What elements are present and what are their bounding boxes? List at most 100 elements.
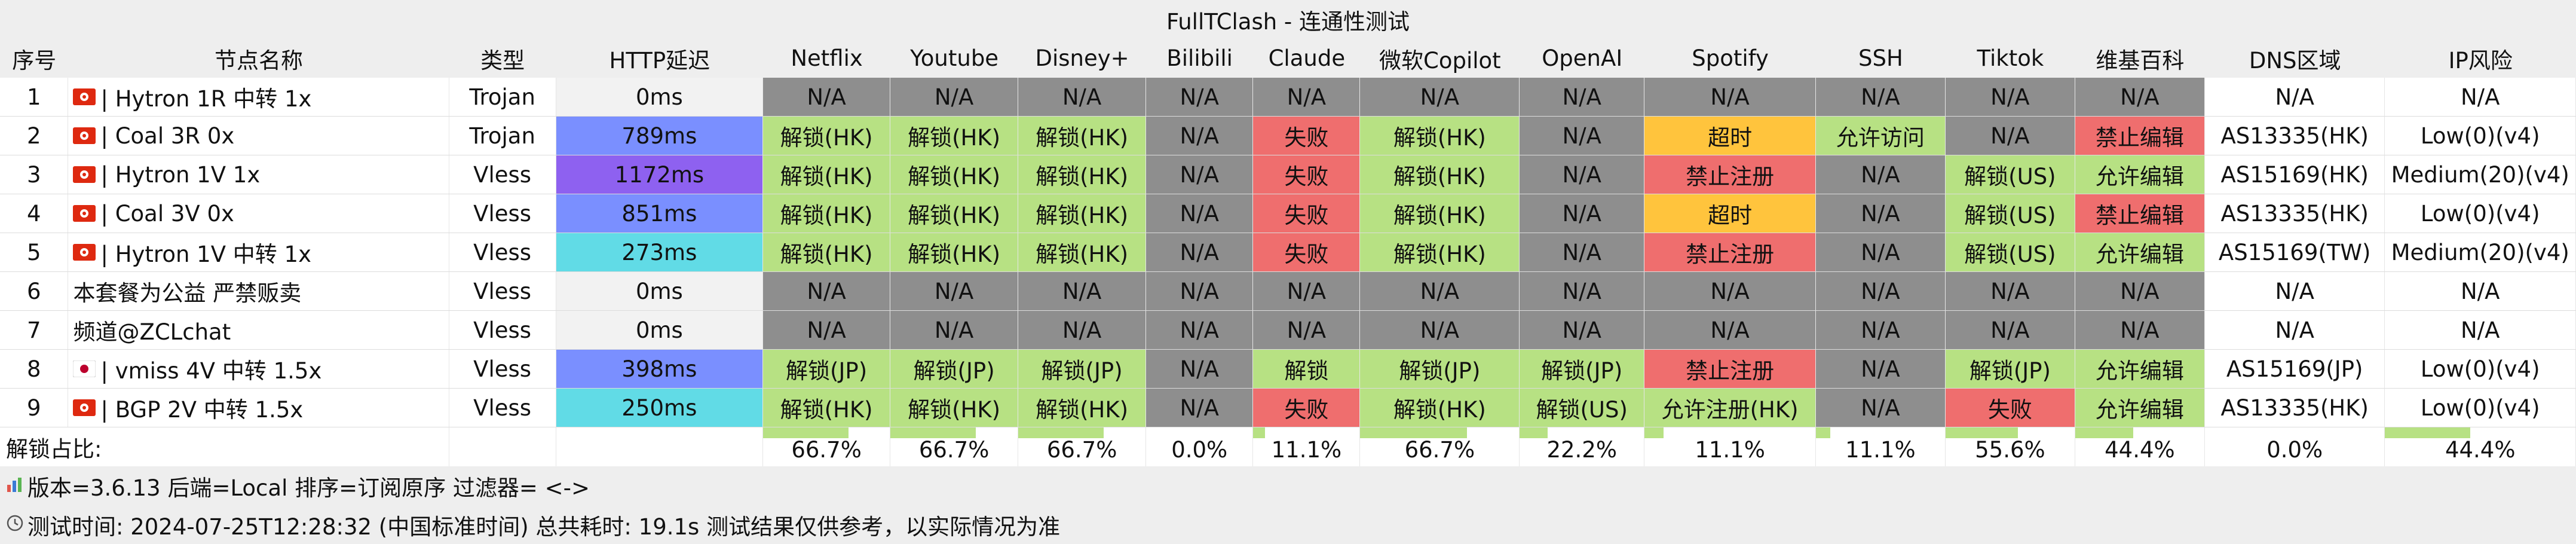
result-cell-col: 允许编辑 bbox=[2075, 155, 2205, 194]
column-header-5: Youtube bbox=[910, 45, 999, 71]
result-cell-ip-text: Medium(20)(v4) bbox=[2391, 239, 2569, 265]
result-cell-tiktok-text: 解锁(US) bbox=[1964, 203, 2056, 228]
row-number-cell-text: 6 bbox=[26, 278, 41, 304]
ratio-bar bbox=[763, 427, 849, 438]
result-cell-dns-text: N/A bbox=[2275, 84, 2314, 110]
http-delay-cell-text: 0ms bbox=[635, 278, 683, 304]
result-cell-bilibili: N/A bbox=[1146, 350, 1254, 388]
result-cell-tiktok: 解锁(US) bbox=[1945, 233, 2075, 271]
result-cell-tiktok: 解锁(US) bbox=[1945, 194, 2075, 233]
ratio-cell-dns: 0.0% bbox=[2205, 427, 2385, 466]
column-header-2: 类型 bbox=[480, 47, 525, 74]
column-header-6: Disney+ bbox=[1035, 45, 1129, 71]
result-cell-youtube-text: N/A bbox=[934, 278, 974, 304]
result-cell-disney: N/A bbox=[1018, 311, 1147, 349]
result-cell-dns-text: AS15169(HK) bbox=[2220, 161, 2369, 188]
result-cell-openai: N/A bbox=[1520, 194, 1645, 233]
column-header-0: 序号 bbox=[12, 47, 57, 74]
result-cell-disney: N/A bbox=[1018, 272, 1147, 310]
node-name-text: | Hytron 1R 中转 1x bbox=[100, 86, 312, 112]
result-cell-copilot-text: 解锁(HK) bbox=[1393, 203, 1486, 228]
type-cell: Vless bbox=[449, 311, 556, 349]
hong-kong-flag-icon bbox=[73, 166, 96, 183]
ratio-bar bbox=[1253, 427, 1266, 438]
result-cell-copilot-text: 解锁(HK) bbox=[1393, 125, 1486, 151]
result-cell-youtube: N/A bbox=[890, 272, 1019, 310]
ratio-value: 22.2% bbox=[1546, 437, 1618, 463]
unlock-ratio-label: 解锁占比: bbox=[0, 427, 449, 466]
node-name-text: 本套餐为公益 严禁贩卖 bbox=[73, 280, 302, 306]
row-number-cell-text: 7 bbox=[26, 317, 41, 343]
column-header-3: HTTP延迟 bbox=[609, 47, 710, 74]
result-cell-openai-text: N/A bbox=[1562, 123, 1601, 149]
http-delay-cell: 1172ms bbox=[556, 155, 764, 194]
table-row: 9 | BGP 2V 中转 1.5x Vless 250ms 解锁(HK) 解锁(HK) 解… bbox=[0, 389, 2576, 427]
http-delay-cell: 789ms bbox=[556, 117, 764, 155]
result-cell-spotify: 禁止注册 bbox=[1644, 233, 1816, 271]
column-header-10: OpenAI bbox=[1542, 45, 1623, 71]
result-cell-disney-text: N/A bbox=[1062, 84, 1102, 110]
result-cell-tiktok-text: 解锁(US) bbox=[1964, 164, 2056, 190]
column-header-16: IP风险 bbox=[2448, 47, 2513, 74]
result-cell-ip-text: Medium(20)(v4) bbox=[2391, 161, 2569, 188]
time-footer: 测试时间: 2024-07-25T12:28:32 (中国标准时间) 总共耗时:… bbox=[0, 505, 2576, 544]
time-text: 测试时间: 2024-07-25T12:28:32 (中国标准时间) 总共耗时:… bbox=[27, 514, 1061, 540]
results-table: 1 | Hytron 1R 中转 1x Trojan 0ms N/A N/A N/A N/A N… bbox=[0, 78, 2576, 427]
result-cell-copilot: 解锁(HK) bbox=[1360, 233, 1520, 271]
result-cell-ip: N/A bbox=[2385, 272, 2576, 310]
result-cell-tiktok-text: N/A bbox=[1990, 317, 2030, 343]
http-delay-cell: 0ms bbox=[556, 272, 764, 310]
ratio-cell-spotify: 11.1% bbox=[1644, 427, 1816, 466]
result-cell-ssh: N/A bbox=[1815, 194, 1946, 233]
result-cell-col-text: N/A bbox=[2120, 317, 2160, 343]
result-cell-bilibili-text: N/A bbox=[1180, 84, 1219, 110]
ratio-cell-disney: 66.7% bbox=[1018, 427, 1147, 466]
result-cell-ip-text: Low(0)(v4) bbox=[2420, 200, 2540, 227]
result-cell-dns: AS13335(HK) bbox=[2204, 117, 2385, 155]
result-cell-claude: 失败 bbox=[1253, 194, 1361, 233]
result-cell-spotify-text: 允许注册(HK) bbox=[1661, 397, 1799, 423]
ratio-cell-bilibili: 0.0% bbox=[1146, 427, 1254, 466]
result-cell-copilot: 解锁(HK) bbox=[1360, 194, 1520, 233]
result-cell-copilot: N/A bbox=[1360, 272, 1520, 310]
result-cell-spotify: 超时 bbox=[1644, 117, 1816, 155]
result-cell-bilibili: N/A bbox=[1146, 272, 1254, 310]
result-cell-bilibili-text: N/A bbox=[1180, 356, 1219, 382]
column-header-14: 维基百科 bbox=[2096, 47, 2185, 74]
result-cell-netflix: N/A bbox=[763, 78, 891, 116]
column-header-row: 序号 节点名称 类型 HTTP延迟 Netflix Youtube Disney+ Bilib… bbox=[0, 39, 2576, 78]
result-cell-netflix-text: N/A bbox=[807, 278, 846, 304]
result-cell-disney: 解锁(HK) bbox=[1018, 155, 1147, 194]
result-cell-dns-text: N/A bbox=[2275, 278, 2314, 304]
result-cell-col-text: 禁止编辑 bbox=[2095, 203, 2184, 228]
result-cell-bilibili: N/A bbox=[1146, 194, 1254, 233]
type-cell-text: Trojan bbox=[469, 84, 535, 110]
column-header-7: Bilibili bbox=[1166, 45, 1233, 71]
type-cell-text: Vless bbox=[473, 395, 532, 421]
node-name-cell: 本套餐为公益 严禁贩卖 bbox=[68, 272, 449, 310]
ratio-value: 11.1% bbox=[1695, 437, 1765, 463]
result-cell-openai: N/A bbox=[1520, 272, 1645, 310]
result-cell-copilot-text: 解锁(HK) bbox=[1393, 164, 1486, 190]
result-cell-claude-text: 失败 bbox=[1284, 125, 1329, 151]
column-header-4: Netflix bbox=[791, 45, 863, 71]
result-cell-tiktok-text: 解锁(US) bbox=[1964, 242, 2056, 267]
row-number-cell: 5 bbox=[0, 233, 69, 271]
result-cell-netflix: 解锁(HK) bbox=[763, 233, 891, 271]
http-delay-cell: 398ms bbox=[556, 350, 764, 388]
result-cell-bilibili-text: N/A bbox=[1180, 161, 1219, 188]
result-cell-copilot: N/A bbox=[1360, 311, 1520, 349]
result-cell-netflix-text: N/A bbox=[807, 317, 846, 343]
result-cell-copilot: 解锁(HK) bbox=[1360, 389, 1520, 427]
result-cell-ip: Medium(20)(v4) bbox=[2385, 155, 2576, 194]
node-name-text: | Hytron 1V 1x bbox=[100, 161, 261, 188]
row-number-cell: 9 bbox=[0, 389, 69, 427]
result-cell-col-text: 允许编辑 bbox=[2095, 164, 2184, 190]
result-cell-disney-text: 解锁(HK) bbox=[1036, 397, 1129, 423]
row-number-cell-text: 9 bbox=[26, 395, 41, 421]
result-cell-spotify-text: 超时 bbox=[1708, 203, 1753, 228]
result-cell-dns-text: N/A bbox=[2275, 317, 2314, 343]
node-name-text: | Coal 3V 0x bbox=[100, 200, 234, 227]
http-delay-cell-text: 1172ms bbox=[614, 161, 705, 188]
result-cell-bilibili: N/A bbox=[1146, 78, 1254, 116]
